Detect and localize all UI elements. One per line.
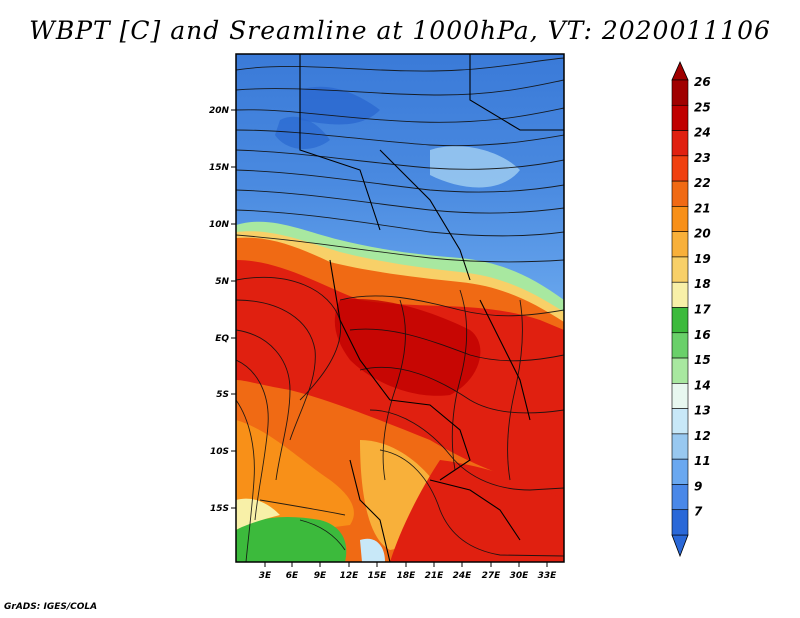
lat-label: 15N: [209, 163, 230, 173]
lon-label: 15E: [368, 571, 388, 581]
lon-label: 18E: [397, 571, 417, 581]
colorbar-cell: [671, 206, 689, 232]
colorbar-cell: [671, 509, 689, 536]
colorbar-label: 23: [694, 151, 711, 165]
colorbar-label: 13: [694, 404, 711, 418]
colorbar-label: 24: [694, 126, 711, 140]
lon-label: 30E: [510, 571, 530, 581]
lon-label: 27E: [482, 571, 502, 581]
colorbar-label: 17: [694, 303, 711, 317]
lat-label: 10S: [210, 447, 229, 457]
footer-credit: GrADS: IGES/COLA: [4, 602, 98, 612]
lon-label: 6E: [286, 571, 299, 581]
colorbar-label: 22: [694, 176, 711, 190]
colorbar-top-arrow: [671, 61, 689, 81]
colorbar-cell: [671, 332, 689, 359]
colorbar-label: 25: [694, 100, 711, 114]
country-borders: [299, 54, 564, 562]
colorbar-label: 14: [694, 378, 711, 392]
lon-label: 33E: [538, 571, 558, 581]
colorbar-cell: [671, 281, 689, 308]
colorbar-cell: [671, 458, 689, 485]
colorbar-cell: [671, 484, 689, 511]
lat-label: 15S: [210, 504, 229, 514]
colorbar-cell: [671, 357, 689, 384]
lon-label: 24E: [453, 571, 473, 581]
lat-label: EQ: [215, 334, 229, 344]
colorbar-label: 20: [694, 227, 711, 241]
lat-label: 5N: [215, 277, 229, 287]
lon-axis: 3E 6E 9E 12E 15E 18E 21E 24E 27E 30E 33E: [259, 562, 557, 581]
lat-axis: 20N 15N 10N 5N EQ 5S 10S 15S: [209, 106, 236, 514]
map-field: [236, 54, 564, 562]
colorbar-cell: [671, 180, 689, 207]
colorbar: 26 25 24 23 22 21 20 19 18 17 16 15 14 13 12 11 9 7: [671, 61, 711, 558]
colorbar-label: 18: [694, 277, 711, 291]
colorbar-cell: [671, 130, 689, 157]
colorbar-cell: [671, 155, 689, 182]
lon-label: 12E: [340, 571, 360, 581]
colorbar-cell: [671, 256, 689, 283]
lon-label: 3E: [259, 571, 272, 581]
colorbar-label: 21: [694, 201, 711, 215]
colorbar-label: 11: [694, 454, 711, 468]
colorbar-cell: [671, 307, 689, 334]
colorbar-cell: [671, 408, 689, 435]
colorbar-label: 26: [694, 75, 711, 89]
colorbar-label: 7: [694, 505, 703, 519]
colorbar-label: 19: [694, 252, 711, 266]
map-frame: [235, 53, 565, 563]
chart-title: WBPT [C] and Sreamline at 1000hPa, VT: 2…: [29, 16, 771, 45]
colorbar-bottom-arrow: [671, 534, 689, 558]
colorbar-label: 15: [694, 353, 711, 367]
colorbar-cell: [671, 104, 689, 131]
lon-label: 21E: [425, 571, 445, 581]
colorbar-cell: [671, 383, 689, 409]
colorbar-cell: [671, 79, 689, 106]
lon-label: 9E: [314, 571, 327, 581]
colorbar-cell: [671, 231, 689, 258]
colorbar-cell: [671, 433, 689, 460]
streamlines: [236, 57, 564, 562]
lat-label: 20N: [209, 106, 230, 116]
colorbar-label: 16: [694, 328, 711, 342]
lat-label: 5S: [216, 390, 229, 400]
lat-label: 10N: [209, 220, 230, 230]
colorbar-label: 12: [694, 429, 711, 443]
colorbar-label: 9: [694, 479, 702, 493]
